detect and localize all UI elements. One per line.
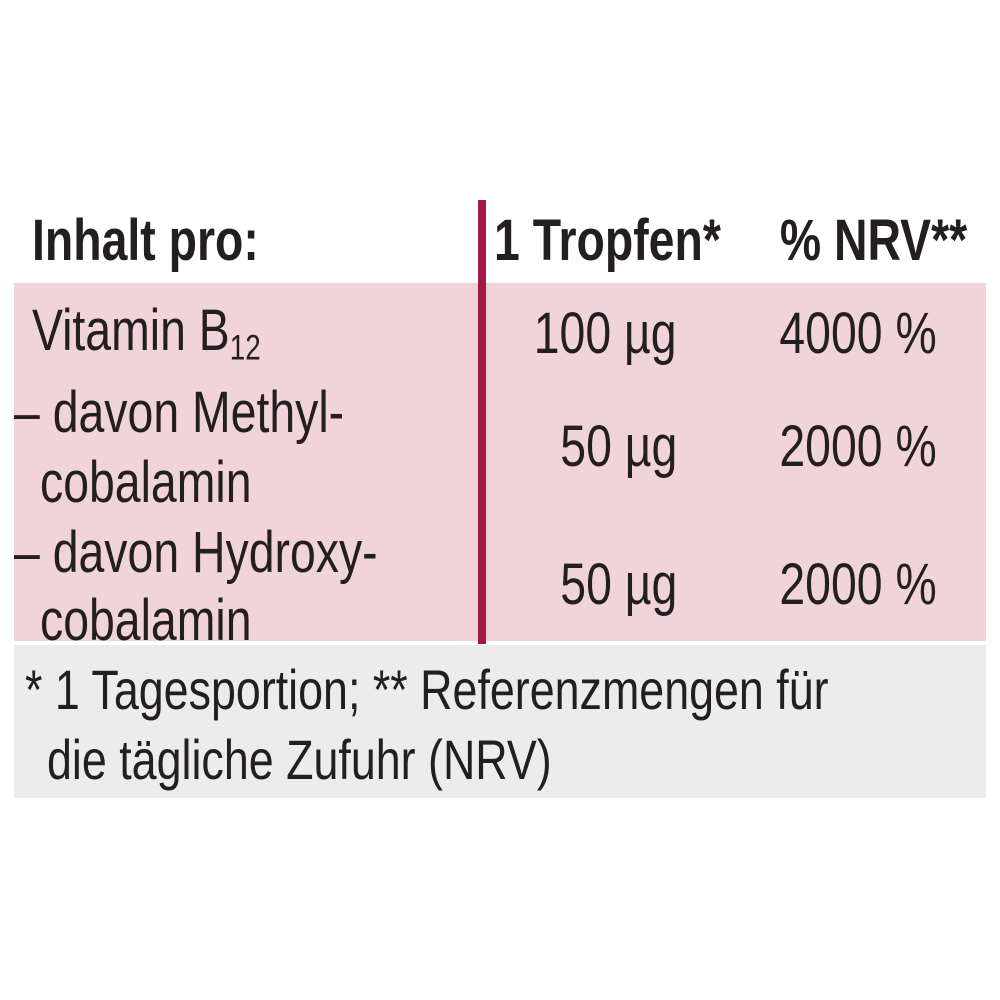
row-hydroxycobalamin-name-line2: cobalamin [40, 588, 252, 653]
row-methylcobalamin-name-line2: cobalamin [40, 450, 252, 515]
row-hydroxycobalamin-name-line1: – davon Hydroxy- [14, 520, 378, 585]
header-tropfen: 1 Tropfen* [494, 212, 778, 270]
row-methylcobalamin-nrv: 2000 % [779, 414, 937, 479]
header-nrv: % NRV** [710, 212, 967, 270]
row-hydroxycobalamin-nrv: 2000 % [779, 552, 937, 617]
footnote-line2: die tägliche Zufuhr (NRV) [47, 728, 552, 791]
header-inhalt-pro-label: Inhalt pro: [32, 208, 259, 273]
header-nrv-label: % NRV** [779, 208, 967, 273]
row-hydroxycobalamin-amount: 50 µg [559, 552, 677, 617]
row-vitamin-b12-name: Vitamin B12 [32, 302, 318, 367]
row-methylcobalamin-name-line1: – davon Methyl- [14, 380, 345, 445]
header-inhalt-pro: Inhalt pro: [32, 212, 316, 270]
column-divider-line [478, 200, 486, 644]
row-vitamin-b12-name-text: Vitamin B12 [32, 298, 261, 368]
footnote-background-band [14, 645, 986, 798]
row-methylcobalamin-amount: 50 µg [559, 414, 677, 479]
footnote-line1: * 1 Tagesportion; ** Referenzmengen für [25, 658, 829, 721]
header-tropfen-label: 1 Tropfen* [494, 208, 721, 273]
rows-background-band [14, 283, 986, 641]
row-vitamin-b12-nrv: 4000 % [779, 301, 937, 366]
row-vitamin-b12-amount: 100 µg [534, 301, 677, 366]
vitamin-b12-subscript: 12 [229, 328, 261, 368]
